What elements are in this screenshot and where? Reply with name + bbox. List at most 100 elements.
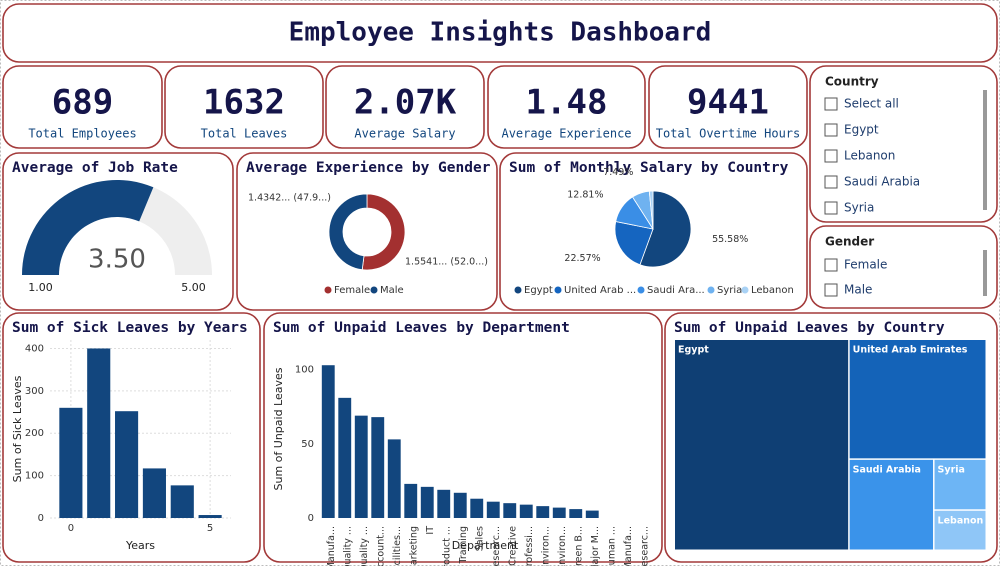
kpi-value: 1632 [203, 83, 285, 123]
checkbox[interactable] [824, 283, 838, 297]
gauge-tick-label: 1.00 [28, 281, 53, 294]
x-tick-label: Manufa... [623, 526, 634, 566]
legend-label: Lebanon [751, 285, 794, 296]
kpi-value: 1.48 [526, 83, 608, 123]
y-tick-label: 100 [295, 365, 314, 376]
slicer-option[interactable]: Lebanon [844, 149, 895, 163]
bar [371, 417, 385, 518]
gauge-tick-label: 5.00 [181, 281, 206, 294]
pie-slice [614, 221, 654, 266]
y-tick-label: 100 [25, 471, 44, 482]
legend-label: Female [334, 285, 370, 296]
gauge-label: 3.50 [88, 245, 146, 275]
checkbox[interactable] [824, 258, 838, 272]
bar [321, 365, 335, 518]
x-tick-label: Quality ... [359, 526, 370, 566]
chart-title: Average Experience by Gender [246, 160, 491, 176]
card [648, 65, 808, 149]
checkbox[interactable] [824, 97, 838, 111]
slicer-option[interactable]: Saudi Arabia [844, 175, 920, 189]
card [164, 65, 324, 149]
x-tick-label: Major M... [590, 526, 601, 566]
checkbox[interactable] [824, 123, 838, 137]
slicer-option[interactable]: Select all [844, 97, 899, 111]
data-label: 55.58% [712, 234, 748, 245]
bar [503, 503, 517, 518]
pie-slice [648, 190, 654, 230]
slicer-option[interactable]: Syria [844, 201, 874, 215]
donut-slice [361, 193, 406, 271]
bar [585, 510, 599, 518]
kpi-label: Total Employees [28, 127, 136, 141]
dashboard-title: Employee Insights Dashboard [289, 18, 712, 48]
x-tick-label: Product ... [441, 526, 452, 566]
data-label: 7.49% [603, 167, 633, 178]
bar [536, 506, 550, 518]
legend-marker [554, 286, 562, 294]
checkbox[interactable] [824, 149, 838, 163]
bar [198, 515, 222, 518]
treemap-tile [934, 510, 986, 550]
bar [569, 509, 583, 518]
card [2, 3, 998, 63]
gauge-value [22, 180, 154, 275]
chart-title: Sum of Monthly Salary by Country [509, 160, 789, 176]
kpi-value: 689 [52, 83, 113, 123]
slicer-option[interactable]: Male [844, 283, 872, 297]
x-axis-label: Years [125, 539, 155, 552]
treemap-label: United Arab Emirates [853, 345, 968, 356]
x-tick-label: 0 [68, 523, 74, 534]
bar [404, 483, 418, 518]
bar [87, 348, 111, 518]
chart-title: Sum of Unpaid Leaves by Department [273, 320, 570, 336]
treemap-tile [675, 340, 849, 550]
treemap-label: Lebanon [938, 515, 984, 526]
card [236, 152, 498, 311]
slicer-option[interactable]: Egypt [844, 123, 879, 137]
x-tick-label: Professi... [524, 526, 535, 566]
y-tick-label: 400 [25, 343, 44, 354]
card [487, 65, 646, 149]
card [2, 65, 163, 149]
bar [420, 486, 434, 518]
bar [519, 504, 533, 518]
legend-marker [707, 286, 715, 294]
bar [470, 498, 484, 518]
slicer-option[interactable]: Female [844, 258, 887, 272]
x-tick-label: Environ... [540, 526, 551, 566]
legend-label: Male [380, 285, 404, 296]
legend-marker [370, 286, 378, 294]
bar [453, 492, 467, 518]
legend-marker [514, 286, 522, 294]
x-tick-label: Researc... [491, 526, 502, 566]
bar [338, 397, 352, 518]
legend-marker [324, 286, 332, 294]
treemap-label: Syria [938, 464, 965, 475]
chart-title: Average of Job Rate [12, 160, 178, 176]
x-tick-label: Marketing [408, 526, 419, 566]
y-tick-label: 300 [25, 386, 44, 397]
bar [115, 411, 139, 518]
checkbox[interactable] [824, 201, 838, 215]
data-label: 22.57% [564, 253, 600, 264]
donut-slice [328, 193, 368, 271]
data-label: 1.5541... (52.0...) [405, 257, 488, 268]
y-axis-label: Sum of Sick Leaves [11, 375, 24, 482]
card [325, 65, 485, 149]
y-tick-label: 200 [25, 428, 44, 439]
kpi-label: Average Experience [501, 127, 631, 141]
kpi-label: Total Overtime Hours [656, 127, 801, 141]
x-tick-label: Sales [474, 526, 485, 551]
data-label: 1.4342... (47.9...) [248, 193, 331, 204]
kpi-value: 9441 [687, 83, 769, 123]
x-tick-label: Creative [507, 526, 518, 566]
checkbox[interactable] [824, 175, 838, 189]
treemap-label: Saudi Arabia [853, 464, 921, 475]
pie-slice [639, 190, 692, 268]
x-tick-label: Manufa... [326, 526, 337, 566]
kpi-label: Average Salary [354, 127, 455, 141]
data-label: 12.81% [567, 190, 603, 201]
x-tick-label: Facilities... [392, 526, 403, 566]
legend-label: United Arab ... [564, 285, 636, 296]
